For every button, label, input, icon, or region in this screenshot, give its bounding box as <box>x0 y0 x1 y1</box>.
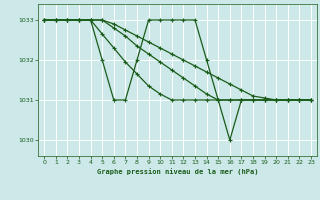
X-axis label: Graphe pression niveau de la mer (hPa): Graphe pression niveau de la mer (hPa) <box>97 168 258 175</box>
